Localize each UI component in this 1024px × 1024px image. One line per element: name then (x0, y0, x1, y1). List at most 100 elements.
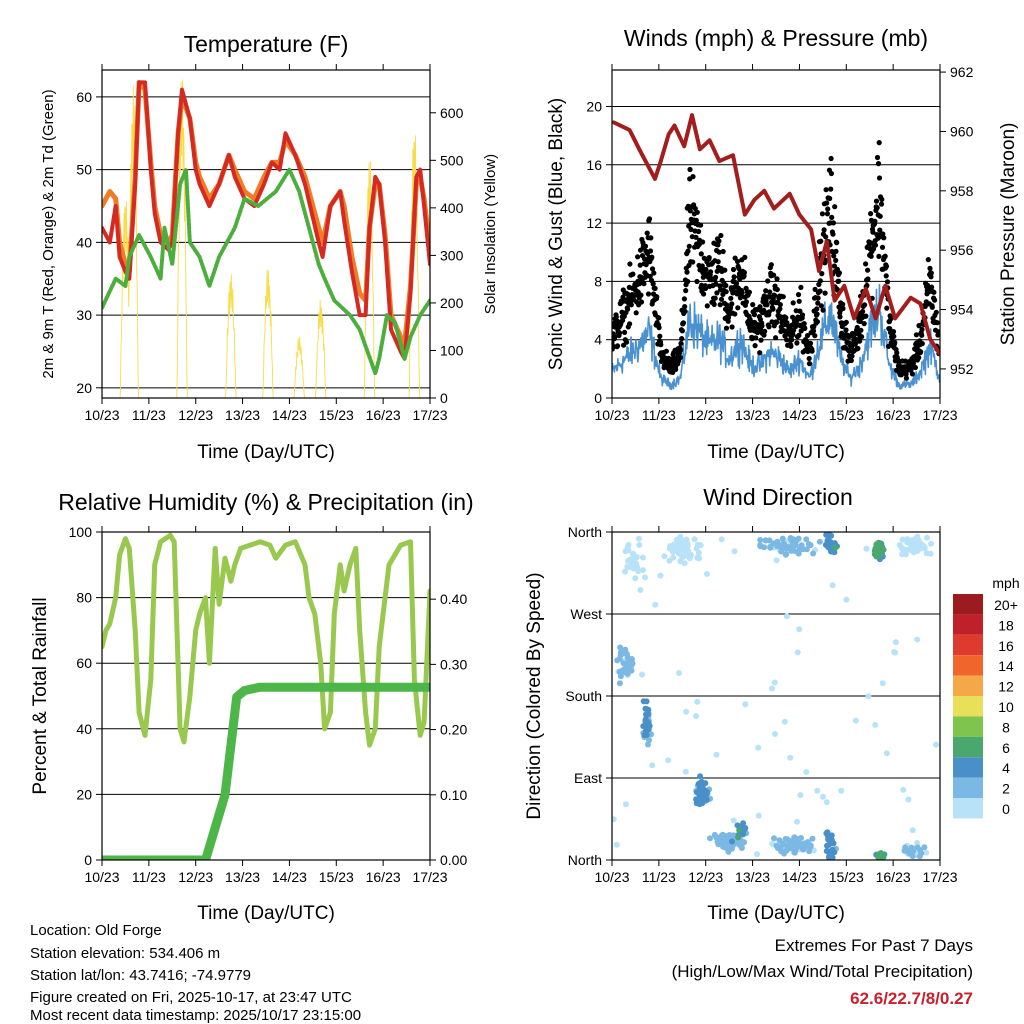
wind-direction-point (642, 574, 648, 581)
gust-point (652, 285, 658, 291)
y-tick-label: 40 (76, 234, 92, 250)
gust-point (615, 343, 621, 349)
y2-tick-label: 0.40 (440, 591, 467, 607)
wind-direction-point (871, 551, 878, 558)
wind-direction-point (633, 561, 640, 568)
gust-point (932, 297, 938, 303)
wind-direction-point (914, 839, 921, 846)
legend-label: 18 (998, 617, 1014, 633)
gust-point (834, 240, 840, 246)
x-tick-label: 17/23 (922, 869, 957, 885)
wind-direction-point (795, 535, 802, 542)
gust-point (627, 321, 633, 327)
gust-point (766, 324, 772, 330)
wind-direction-point (741, 826, 748, 833)
wind-direction-point (883, 750, 890, 757)
gust-point (635, 254, 641, 260)
y2-tick-label: 200 (440, 295, 464, 311)
y2-tick-label: 100 (440, 342, 464, 358)
legend-label: 6 (1002, 740, 1010, 756)
gust-point (716, 249, 722, 255)
wind-direction-point (696, 788, 703, 795)
extremes-title: Extremes For Past 7 Days (775, 936, 973, 955)
y2-tick-label: 500 (440, 152, 464, 168)
gust-point (935, 329, 940, 335)
y2-tick-label: 962 (950, 64, 974, 80)
winds-ylabel: Sonic Wind & Gust (Blue, Black) (546, 98, 567, 370)
gust-point (831, 253, 837, 259)
elevation-text: Station elevation: 534.406 m (30, 945, 220, 962)
gust-point (645, 291, 652, 297)
relative-humidity-line (102, 532, 430, 748)
gust-point (877, 213, 883, 219)
wind-direction-point (772, 731, 778, 737)
wind-direction-point (772, 540, 779, 547)
legend-swatch (953, 675, 983, 696)
gust-point (836, 278, 842, 284)
gust-point (687, 166, 693, 173)
gust-point (613, 314, 619, 320)
wind-direction-point (670, 554, 677, 561)
gust-point (752, 343, 758, 349)
gust-point (764, 302, 770, 308)
wind-direction-point (863, 545, 870, 552)
gust-point (678, 340, 684, 346)
x-tick-label: 15/23 (319, 407, 354, 423)
gust-point (809, 348, 815, 354)
x-tick-label: 12/23 (178, 407, 213, 423)
x-tick-label: 17/23 (922, 407, 957, 423)
wind-direction-point (652, 601, 659, 608)
wind-direction-point (924, 534, 930, 541)
gust-point (759, 323, 765, 329)
wind-direction-point (628, 667, 635, 674)
gust-point (713, 274, 719, 280)
wind-direction-point (754, 851, 760, 858)
gust-point (612, 340, 615, 346)
wind-direction-point (773, 557, 780, 564)
gust-point (774, 276, 780, 282)
winds-axes: 10/23 11/23 12/23 13/23 14/23 15/23 16/23 17/23… (586, 64, 974, 423)
y2-tick-label: 0.20 (440, 722, 467, 738)
gust-point (795, 292, 802, 298)
wind-direction-point (914, 636, 921, 643)
gust-point (884, 279, 891, 285)
x-tick-label: 17/23 (412, 869, 447, 885)
gust-point (799, 312, 806, 318)
y-tick-label: 30 (76, 307, 92, 323)
wind-direction-point (728, 842, 735, 849)
y-tick-label: 12 (586, 215, 602, 231)
x-tick-label: 13/23 (225, 869, 260, 885)
gust-point (918, 349, 924, 355)
gust-point (723, 325, 730, 331)
gust-point (864, 282, 870, 289)
y-tick-label: 60 (76, 89, 92, 105)
wind-direction-point (620, 660, 627, 667)
wind-direction-point (923, 550, 930, 557)
gust-point (777, 302, 783, 308)
gust-point (706, 255, 712, 261)
y2-tick-label: 960 (950, 123, 974, 139)
gust-point (865, 276, 871, 282)
wind-direction-point (918, 850, 925, 857)
gust-point (876, 253, 882, 259)
gust-point (825, 206, 831, 212)
wind-direction-point (741, 839, 748, 846)
wind-direction-point (676, 670, 682, 676)
legend-title: mph (992, 575, 1019, 591)
gust-point (715, 259, 721, 265)
gust-point (643, 262, 649, 268)
gust-point (742, 254, 748, 260)
y-tick-label: West (570, 606, 602, 622)
winds-plot-border (611, 69, 941, 399)
gust-point (903, 371, 909, 377)
gust-point (883, 263, 890, 269)
wind-direction-xlabel: Time (Day/UTC) (707, 903, 845, 924)
gust-point (814, 311, 820, 317)
wind-direction-point (816, 538, 823, 545)
wind-direction-point (643, 698, 650, 705)
wind-direction-point (802, 840, 809, 847)
legend-label: 8 (1002, 719, 1010, 735)
gust-point (679, 336, 685, 342)
gust-point (801, 321, 807, 327)
gust-point (685, 248, 691, 254)
